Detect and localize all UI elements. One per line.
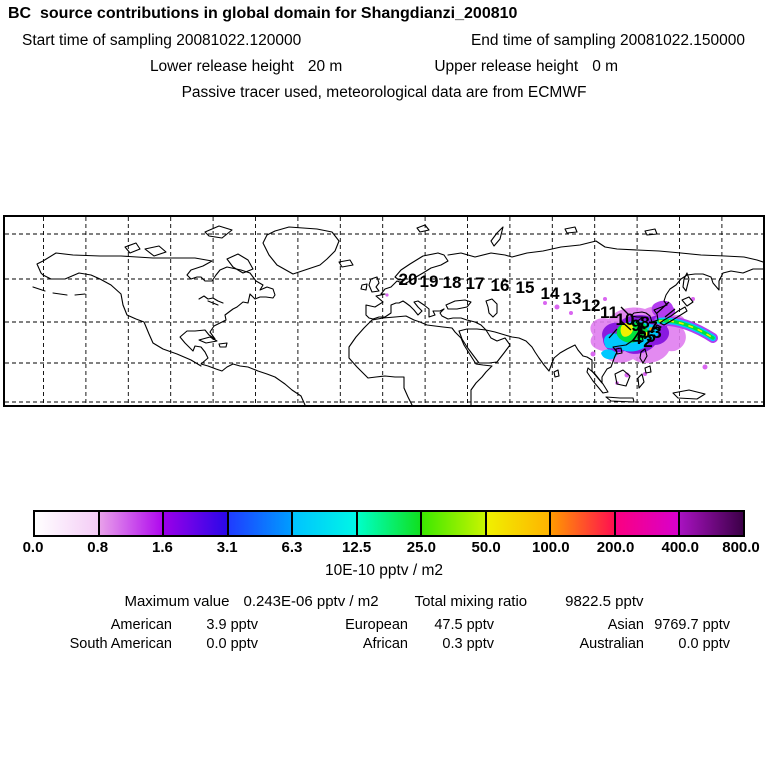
trajectory-hour-label: 3 — [652, 323, 661, 342]
contribution-value: 3.9 pptv — [206, 617, 258, 633]
plume-specks — [385, 293, 708, 385]
plume-yellow-dot — [644, 332, 648, 336]
colorbar-tick-label: 0.0 — [22, 539, 44, 556]
colorbar-tick-label: 100.0 — [532, 539, 570, 556]
contribution-region: Asian — [607, 617, 644, 633]
start-time-text: Start time of sampling 20081022.120000 — [22, 32, 302, 49]
colorbar-segment — [486, 512, 552, 535]
colorbar-tick-label: 200.0 — [596, 539, 635, 556]
trajectory-hour-label: 18 — [443, 273, 462, 292]
colorbar-tick-label: 25.0 — [406, 539, 436, 556]
trajectory-hour-label: 15 — [516, 278, 535, 297]
contribution-value: 0.3 pptv — [442, 636, 494, 652]
plume-yellow-core — [620, 323, 634, 337]
colorbar-segment — [551, 512, 616, 535]
trajectory-hour-label: 6 — [637, 323, 646, 342]
spacer — [342, 58, 434, 76]
trajectory-hour-label: 9 — [631, 316, 640, 335]
trajectory-hour-label: 19 — [420, 272, 439, 291]
colorbar-segment — [615, 512, 681, 535]
colorbar-tick-labels: 0.0 0.8 1.6 3.1 6.3 12.5 25.0 50.0 100.0 200.0 400… — [0, 539, 768, 557]
contribution-region: African — [362, 636, 408, 652]
contribution-value: 0.0 pptv — [678, 636, 730, 652]
lower-release-label: Lower release height — [149, 58, 294, 75]
colorbar-tick-label: 6.3 — [281, 539, 303, 556]
colorbar-segment — [422, 512, 487, 535]
trajectory-hour-label: 20 — [399, 270, 418, 289]
lower-release-value: 20 m — [307, 58, 343, 75]
contribution-region: Australian — [579, 636, 644, 652]
trajectory-hour-label: 17 — [466, 274, 485, 293]
contribution-cell: American 3.9 pptv — [30, 617, 266, 633]
page-title: BC source contributions in global domain… — [8, 5, 518, 22]
colorbar — [33, 510, 745, 537]
contribution-cell: South American 0.0 pptv — [30, 636, 266, 652]
upper-release-value: 0 m — [592, 58, 619, 75]
trajectory-hour-label: 11 — [600, 303, 618, 322]
contribution-cell: European 47.5 pptv — [266, 617, 502, 633]
trajectory-tick-lines — [608, 301, 676, 339]
maximum-value-label: Maximum value — [124, 593, 230, 610]
contribution-region: European — [345, 617, 408, 633]
contribution-cell: Asian 9769.7 pptv — [502, 617, 738, 633]
trajectory-hour-label: 16 — [491, 276, 510, 295]
tracer-note: Passive tracer used, meteorological data… — [181, 84, 587, 101]
trajectory-hour-label: 13 — [563, 289, 582, 308]
colorbar-tick-label: 400.0 — [661, 539, 700, 556]
contribution-region: American — [110, 617, 172, 633]
total-mixing-ratio-value: 9822.5 pptv — [565, 593, 644, 610]
contribution-value: 47.5 pptv — [434, 617, 494, 633]
world-map-frame: 20 19 18 17 16 15 14 13 12 11 10 9 8 7 6 5 4 3 2 1 — [3, 215, 765, 407]
colorbar-segment — [293, 512, 358, 535]
colorbar-segment — [35, 512, 100, 535]
colorbar-segment — [357, 512, 423, 535]
trajectory-hour-label: 8 — [640, 313, 649, 332]
sampling-times-line: Start time of sampling 20081022.120000 E… — [0, 32, 768, 50]
plume-cyan-patch — [601, 349, 617, 360]
colorbar-segment — [99, 512, 165, 535]
colorbar-tick-label: 1.6 — [152, 539, 173, 556]
contribution-cell: African 0.3 pptv — [266, 636, 502, 652]
contribution-value: 0.0 pptv — [206, 636, 258, 652]
trajectory-hour-label: 14 — [541, 284, 560, 303]
contribution-cell: Australian 0.0 pptv — [502, 636, 738, 652]
colorbar-segment — [228, 512, 294, 535]
colorbar-tick-label: 50.0 — [471, 539, 501, 556]
colorbar-tick-label: 0.8 — [87, 539, 109, 556]
colorbar-segment — [680, 512, 744, 535]
colorbar-tick-label: 3.1 — [216, 539, 238, 556]
coastlines — [32, 224, 763, 405]
trajectory-hour-label: 1 — [636, 319, 645, 338]
colorbar-tick-label: 12.5 — [342, 539, 372, 556]
colorbar-units-label: 10E-10 pptv / m2 — [324, 562, 444, 579]
total-mixing-ratio-label: Total mixing ratio — [414, 593, 528, 610]
release-heights-line: Lower release height 20 m Upper release … — [0, 58, 768, 76]
upper-release-label: Upper release height — [434, 58, 579, 75]
trajectory-hour-label: 10 — [616, 310, 635, 329]
colorbar-tick-label: 800.0 — [722, 539, 760, 556]
end-time-text: End time of sampling 20081022.150000 — [470, 32, 745, 49]
trajectory-hour-label: 5 — [646, 327, 655, 346]
trajectory-hour-label: 7 — [648, 318, 657, 337]
contribution-value: 9769.7 pptv — [654, 617, 730, 633]
colorbar-segment — [164, 512, 229, 535]
trajectory-hour-label: 4 — [632, 329, 642, 348]
plume-orange-dot — [649, 327, 653, 331]
summary-stats-line: Maximum value 0.243E-06 pptv / m2 Total … — [0, 593, 768, 610]
contribution-region: South American — [69, 636, 172, 652]
trajectory-hour-label: 12 — [582, 296, 601, 315]
continental-contributions: American 3.9 pptv European 47.5 pptv Asian 97… — [0, 617, 768, 652]
trajectory-hour-label: 2 — [643, 332, 652, 351]
maximum-value: 0.243E-06 pptv / m2 — [243, 593, 379, 610]
